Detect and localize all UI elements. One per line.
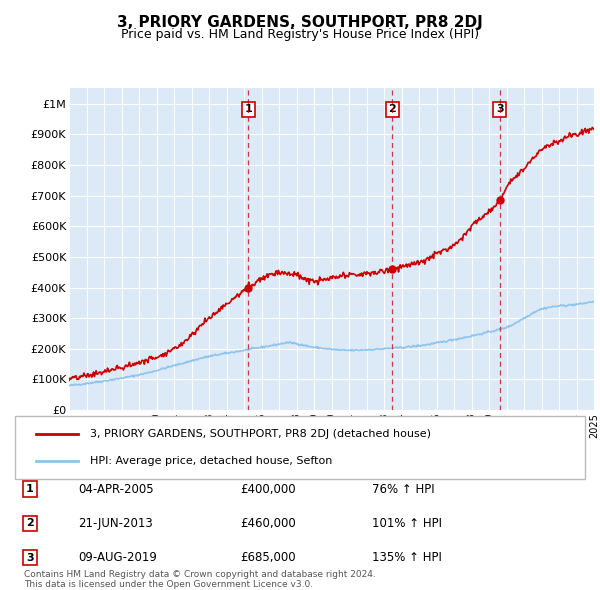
Text: 2: 2: [388, 104, 396, 114]
Text: 09-AUG-2019: 09-AUG-2019: [78, 551, 157, 564]
Text: HPI: Average price, detached house, Sefton: HPI: Average price, detached house, Seft…: [90, 456, 332, 466]
Text: 135% ↑ HPI: 135% ↑ HPI: [372, 551, 442, 564]
Text: Price paid vs. HM Land Registry's House Price Index (HPI): Price paid vs. HM Land Registry's House …: [121, 28, 479, 41]
FancyBboxPatch shape: [15, 417, 585, 479]
Text: 3, PRIORY GARDENS, SOUTHPORT, PR8 2DJ (detached house): 3, PRIORY GARDENS, SOUTHPORT, PR8 2DJ (d…: [90, 430, 431, 440]
Text: £685,000: £685,000: [240, 551, 296, 564]
Text: 3: 3: [496, 104, 503, 114]
Text: 101% ↑ HPI: 101% ↑ HPI: [372, 517, 442, 530]
Text: 76% ↑ HPI: 76% ↑ HPI: [372, 483, 434, 496]
Text: 3, PRIORY GARDENS, SOUTHPORT, PR8 2DJ: 3, PRIORY GARDENS, SOUTHPORT, PR8 2DJ: [117, 15, 483, 30]
Text: 04-APR-2005: 04-APR-2005: [78, 483, 154, 496]
Text: 3: 3: [26, 553, 34, 563]
Text: 21-JUN-2013: 21-JUN-2013: [78, 517, 153, 530]
Text: £460,000: £460,000: [240, 517, 296, 530]
Text: £400,000: £400,000: [240, 483, 296, 496]
Text: Contains HM Land Registry data © Crown copyright and database right 2024.
This d: Contains HM Land Registry data © Crown c…: [24, 570, 376, 589]
Text: 1: 1: [26, 484, 34, 494]
Text: 2: 2: [26, 519, 34, 529]
Text: 1: 1: [245, 104, 252, 114]
